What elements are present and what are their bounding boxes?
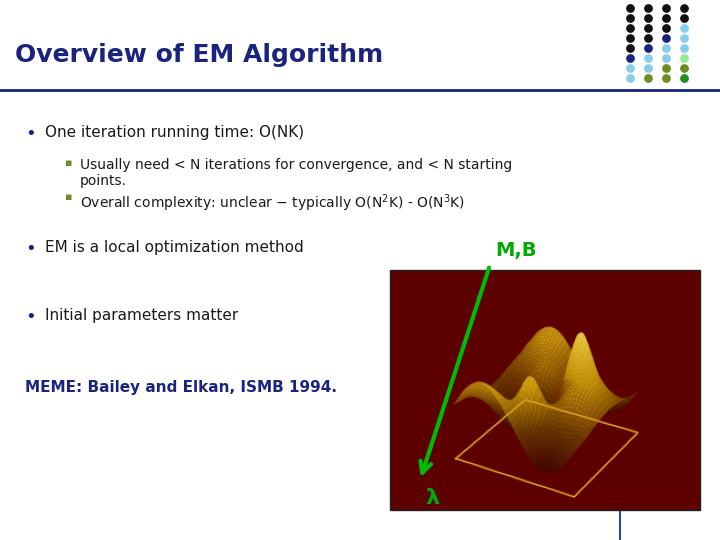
Point (678, 44, 690, 52)
Text: •: • (25, 240, 36, 258)
Point (678, 24, 690, 32)
Text: λ: λ (425, 488, 439, 508)
Text: ▪: ▪ (65, 158, 73, 168)
Point (624, 4, 636, 12)
Point (660, 24, 672, 32)
Point (624, 64, 636, 72)
Point (660, 53, 672, 62)
Point (642, 53, 654, 62)
Point (678, 4, 690, 12)
Point (642, 24, 654, 32)
Point (642, 14, 654, 22)
Point (678, 33, 690, 42)
Text: Overall complexity: unclear $-$ typically O(N$^2$K) - O(N$^3$K): Overall complexity: unclear $-$ typicall… (80, 192, 465, 214)
Bar (390, 270, 700, 510)
Point (678, 73, 690, 82)
Point (642, 64, 654, 72)
Point (660, 73, 672, 82)
Text: •: • (25, 125, 36, 143)
Text: EM is a local optimization method: EM is a local optimization method (45, 240, 304, 255)
Point (642, 4, 654, 12)
Point (678, 14, 690, 22)
Text: Initial parameters matter: Initial parameters matter (45, 308, 238, 323)
Text: MEME: Bailey and Elkan, ISMB 1994.: MEME: Bailey and Elkan, ISMB 1994. (25, 380, 337, 395)
Text: points.: points. (80, 174, 127, 188)
Point (642, 33, 654, 42)
Text: M,B: M,B (495, 241, 536, 260)
Point (624, 24, 636, 32)
Point (642, 44, 654, 52)
Point (642, 73, 654, 82)
Point (624, 53, 636, 62)
Point (660, 4, 672, 12)
Point (624, 44, 636, 52)
Point (624, 33, 636, 42)
Point (624, 73, 636, 82)
Text: Overview of EM Algorithm: Overview of EM Algorithm (15, 43, 383, 67)
Text: •: • (25, 308, 36, 326)
Point (678, 64, 690, 72)
Point (678, 53, 690, 62)
Point (660, 33, 672, 42)
Text: ▪: ▪ (65, 192, 73, 202)
Point (660, 64, 672, 72)
Text: One iteration running time: O(NK): One iteration running time: O(NK) (45, 125, 304, 140)
Text: Usually need < N iterations for convergence, and < N starting: Usually need < N iterations for converge… (80, 158, 512, 172)
Point (660, 44, 672, 52)
Point (660, 14, 672, 22)
Point (624, 14, 636, 22)
